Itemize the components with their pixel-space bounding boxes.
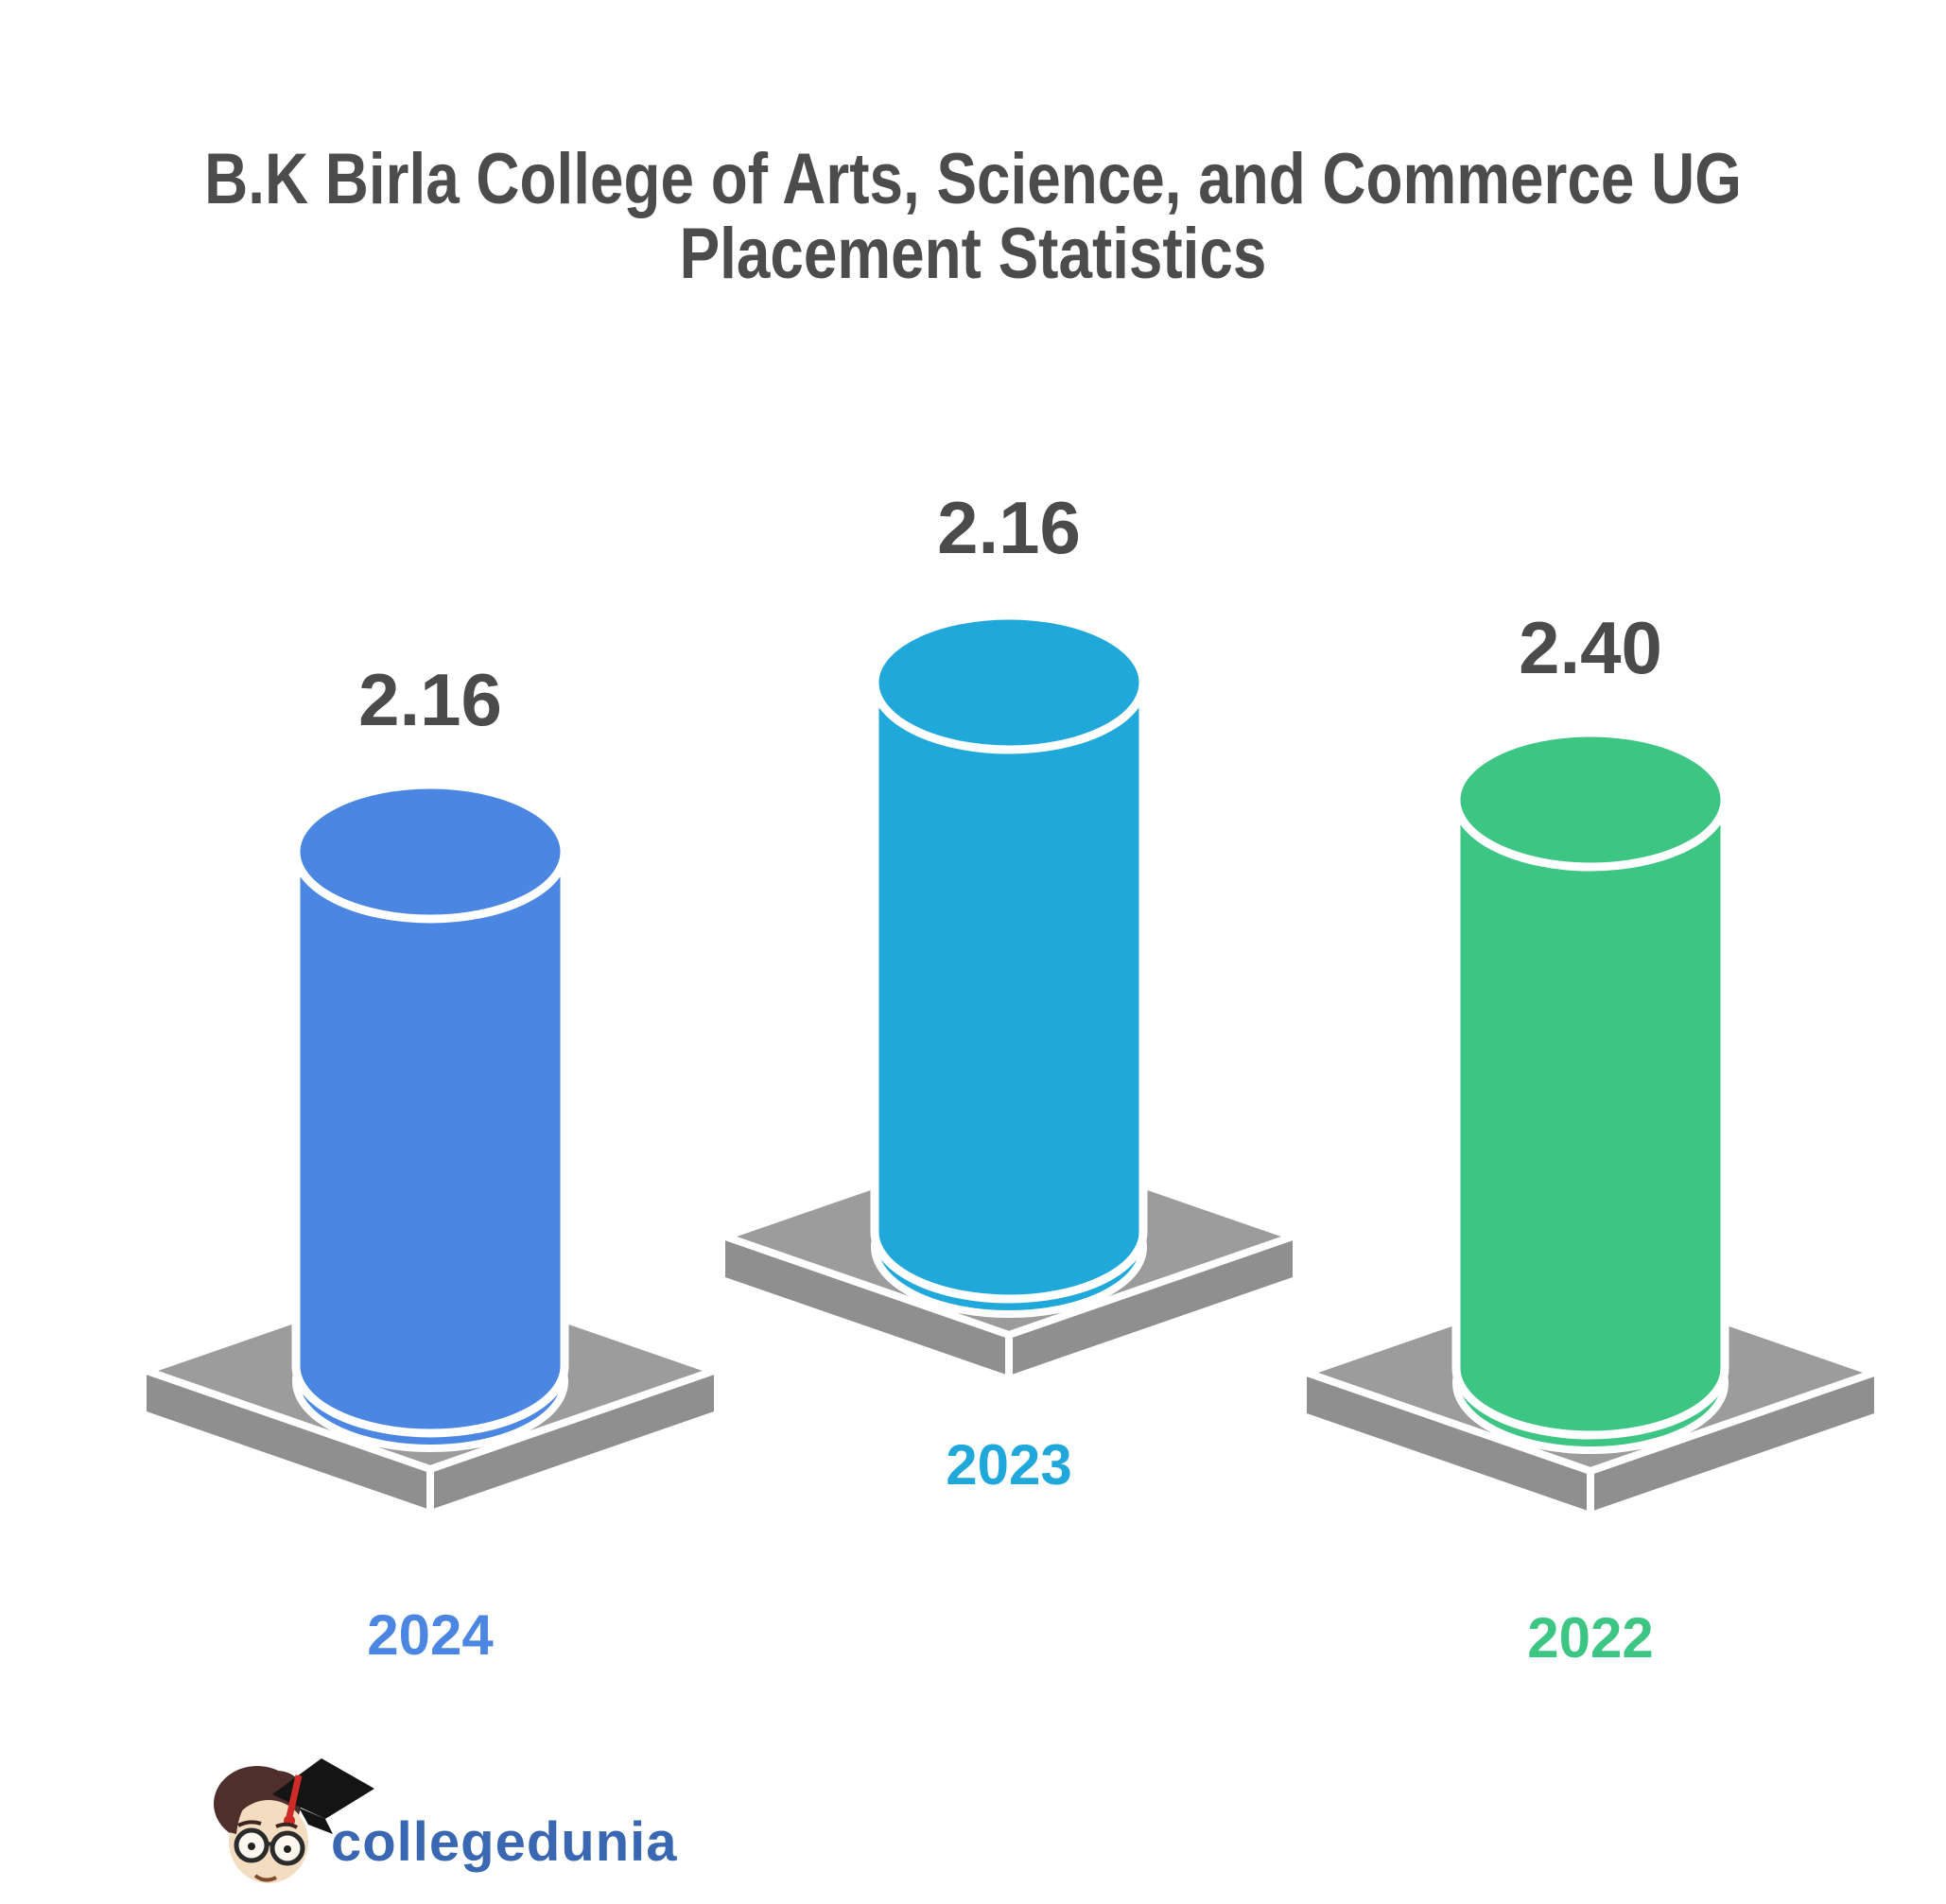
category-label-2024: 2024	[367, 1603, 494, 1667]
pedestal-side-left	[147, 1371, 430, 1510]
pedestal-side-left	[725, 1237, 1009, 1376]
pedestal-side-right	[1590, 1373, 1874, 1512]
value-label-2023: 2.16	[937, 486, 1081, 569]
cylinder-top-ellipse	[870, 611, 1148, 754]
graduate-mascot-icon	[214, 1758, 374, 1883]
value-label-2022: 2.40	[1519, 606, 1662, 689]
mascot-left-eye	[248, 1843, 255, 1850]
mascot-tassel	[286, 1774, 303, 1818]
chart-title-line-1: B.K Birla College of Arts, Science, and …	[204, 138, 1742, 219]
logo-text: collegedunia	[331, 1811, 678, 1873]
cylinder-body	[870, 678, 1148, 1304]
mascot-cap-base	[299, 1808, 333, 1834]
collegedunia-logo: collegedunia	[214, 1758, 678, 1883]
mascot-glasses-bridge	[265, 1842, 274, 1846]
category-label-2022: 2022	[1527, 1606, 1653, 1670]
bar-2022: 2.40 2022	[1303, 606, 1878, 1670]
chart-title-line-2: Placement Statistics	[680, 213, 1267, 294]
chart-title: B.K Birla College of Arts, Science, and …	[204, 138, 1742, 294]
mascot-left-eyebrow	[237, 1820, 262, 1827]
value-label-2024: 2.16	[358, 658, 502, 741]
cylinder-body	[1451, 795, 1729, 1440]
cylinder-body	[291, 847, 569, 1438]
category-label-2023: 2023	[946, 1433, 1071, 1497]
pedestal-side-right	[1009, 1237, 1293, 1376]
bar-2023: 2.16 2023	[721, 486, 1296, 1497]
pedestal-side-left	[1307, 1373, 1590, 1512]
mascot-hair-fringe	[228, 1771, 304, 1834]
mascot-mouth	[253, 1874, 277, 1882]
bar-2024: 2.16 2024	[143, 658, 718, 1667]
mascot-graduation-cap	[272, 1758, 374, 1819]
mascot-right-eyebrow	[275, 1822, 299, 1829]
cylinder-top-ellipse	[1451, 728, 1729, 872]
mascot-right-eye	[284, 1845, 291, 1853]
pedestal-side-right	[430, 1371, 714, 1510]
bars-layer: 2.16 2024 2.16 2023 2.40 2022	[143, 486, 1878, 1670]
cylinder-top-ellipse	[291, 780, 569, 924]
